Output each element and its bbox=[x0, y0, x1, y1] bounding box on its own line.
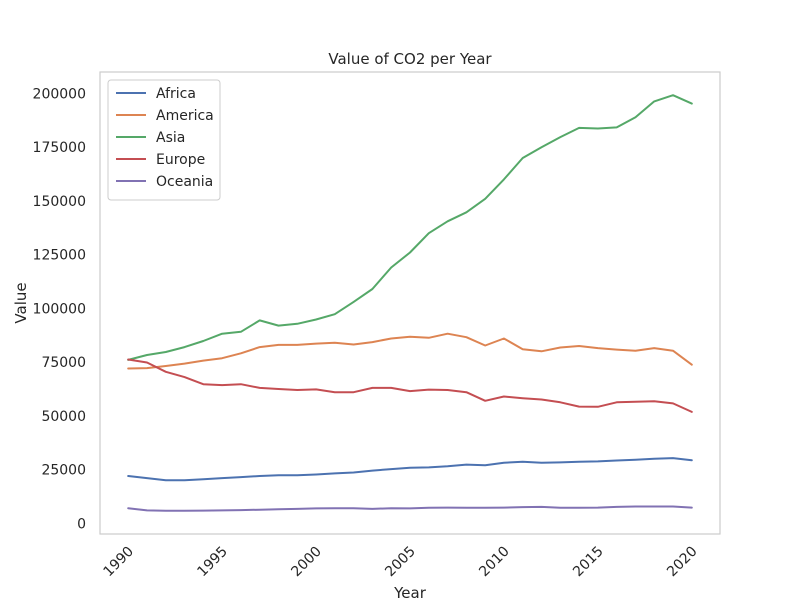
y-tick-label: 75000 bbox=[41, 355, 86, 371]
x-tick-label: 2020 bbox=[664, 544, 701, 581]
x-tick-label: 2000 bbox=[288, 544, 325, 581]
y-axis-title: Value bbox=[12, 282, 30, 323]
y-tick-label: 50000 bbox=[41, 409, 86, 425]
legend-label-oceania: Oceania bbox=[156, 174, 213, 190]
legend-label-asia: Asia bbox=[156, 130, 185, 146]
x-tick-label: 2010 bbox=[476, 544, 513, 581]
series-line-africa bbox=[127, 457, 693, 482]
legend-label-africa: Africa bbox=[156, 86, 196, 102]
y-tick-label: 100000 bbox=[33, 301, 86, 317]
plot-area-frame bbox=[99, 71, 721, 535]
x-tick-label: 2015 bbox=[570, 544, 607, 581]
legend: Africa America Asia Europe Oceania bbox=[107, 79, 221, 201]
series-line-asia bbox=[127, 94, 693, 361]
y-axis-ticks: 0 25000 50000 75000 100000 125000 150000 175000… bbox=[33, 86, 86, 532]
series-line-europe bbox=[127, 358, 693, 413]
x-axis-title: Year bbox=[393, 584, 427, 600]
y-tick-label: 200000 bbox=[33, 86, 86, 102]
y-tick-label: 0 bbox=[77, 516, 86, 532]
chart-title: Value of CO2 per Year bbox=[328, 50, 492, 68]
x-tick-label: 1995 bbox=[194, 544, 231, 581]
legend-box bbox=[107, 79, 221, 201]
y-tick-label: 125000 bbox=[33, 248, 86, 264]
series-layer bbox=[127, 94, 693, 512]
series-line-america bbox=[127, 332, 693, 370]
y-tick-label: 25000 bbox=[41, 463, 86, 479]
series-line-oceania bbox=[127, 505, 693, 512]
legend-label-america: America bbox=[156, 108, 214, 124]
x-tick-label: 1990 bbox=[100, 544, 137, 581]
legend-label-europe: Europe bbox=[156, 152, 205, 168]
x-axis-ticks: 1990 1995 2000 2005 2010 2015 2020 bbox=[100, 544, 700, 581]
y-tick-label: 150000 bbox=[33, 194, 86, 210]
y-tick-label: 175000 bbox=[33, 140, 86, 156]
x-tick-label: 2005 bbox=[382, 544, 419, 581]
